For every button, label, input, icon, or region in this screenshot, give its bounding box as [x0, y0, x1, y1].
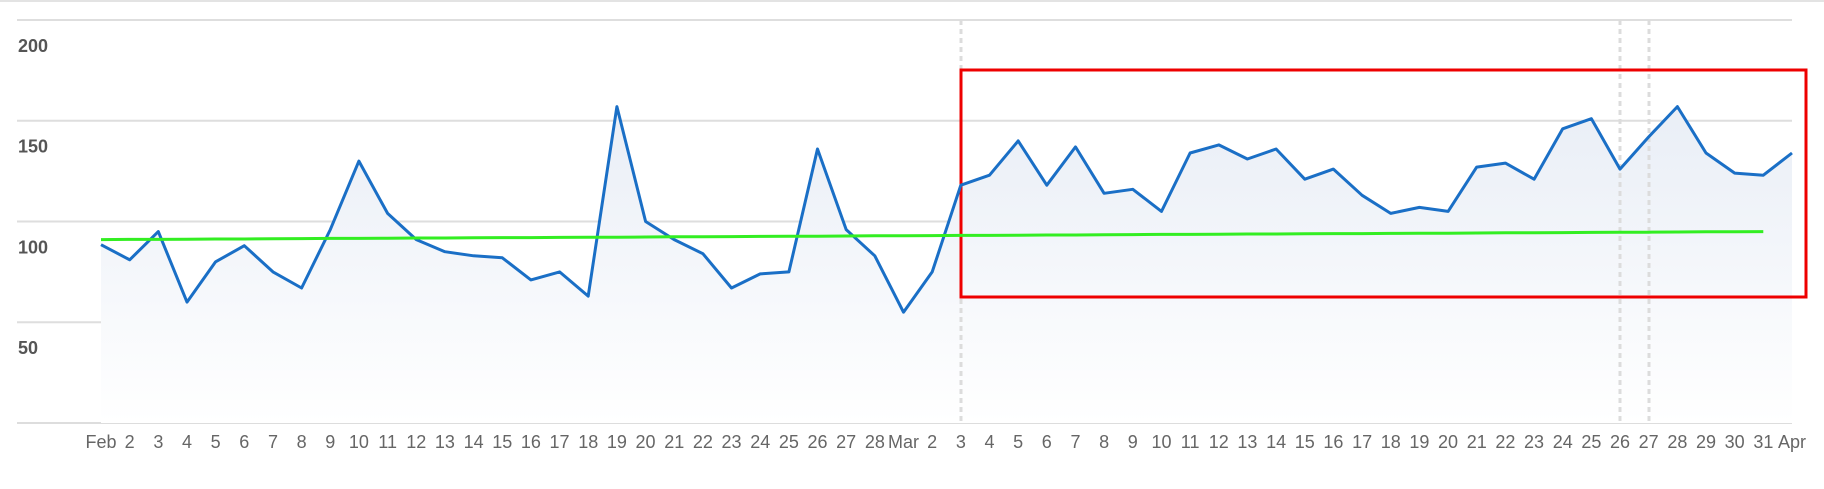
x-tick-label: 15: [492, 432, 512, 452]
x-tick-label: 14: [464, 432, 484, 452]
y-tick-label: 200: [18, 36, 48, 56]
area-fill: [101, 106, 1792, 423]
x-tick-label: 22: [693, 432, 713, 452]
x-tick-label: 22: [1495, 432, 1515, 452]
x-tick-label: 8: [1099, 432, 1109, 452]
x-tick-label: 7: [268, 432, 278, 452]
x-tick-label: 4: [984, 432, 994, 452]
x-tick-label: 25: [1581, 432, 1601, 452]
highlight-box: [959, 68, 1808, 299]
x-tick-label: 23: [722, 432, 742, 452]
x-tick-label: 21: [1467, 432, 1487, 452]
x-tick-label: Feb: [85, 432, 116, 452]
x-tick-label: 10: [1151, 432, 1171, 452]
x-tick-label: 19: [1409, 432, 1429, 452]
y-tick-label: 50: [18, 338, 38, 358]
x-tick-label: 26: [1610, 432, 1630, 452]
x-tick-label: 24: [750, 432, 770, 452]
x-tick-label: 16: [1323, 432, 1343, 452]
x-tick-label: 24: [1553, 432, 1573, 452]
x-tick-label: 30: [1725, 432, 1745, 452]
x-tick-label: 13: [435, 432, 455, 452]
x-tick-label: 25: [779, 432, 799, 452]
x-tick-label: 23: [1524, 432, 1544, 452]
data-line: [100, 105, 1793, 314]
x-tick-label: 20: [1438, 432, 1458, 452]
x-tick-label: 29: [1696, 432, 1716, 452]
x-tick-label: 3: [153, 432, 163, 452]
x-tick-label: 12: [406, 432, 426, 452]
x-tick-label: 15: [1295, 432, 1315, 452]
x-tick-label: 11: [378, 432, 397, 452]
x-tick-label: 20: [636, 432, 656, 452]
x-tick-label: 19: [607, 432, 627, 452]
x-tick-label: 27: [1639, 432, 1659, 452]
trend-line: [100, 230, 1764, 242]
x-tick-label: 17: [550, 432, 570, 452]
x-tick-label: 18: [1381, 432, 1401, 452]
x-tick-label: 26: [808, 432, 828, 452]
x-tick-label: 21: [664, 432, 684, 452]
x-tick-label: 28: [865, 432, 885, 452]
x-tick-label: Mar: [888, 432, 919, 452]
x-tick-label: 10: [349, 432, 369, 452]
y-tick-label: 150: [18, 137, 48, 157]
x-tick-label: 3: [956, 432, 966, 452]
x-tick-label: 2: [125, 432, 135, 452]
x-tick-label: 31: [1753, 432, 1773, 452]
x-tick-label: Apr: [1778, 432, 1806, 452]
x-tick-label: 5: [211, 432, 221, 452]
x-tick-label: 11: [1181, 432, 1200, 452]
x-tick-label: 2: [927, 432, 937, 452]
x-tick-label: 7: [1070, 432, 1080, 452]
x-tick-label: 16: [521, 432, 541, 452]
x-tick-label: 12: [1209, 432, 1229, 452]
y-tick-label: 100: [18, 237, 48, 257]
x-tick-label: 14: [1266, 432, 1286, 452]
x-tick-label: 9: [325, 432, 335, 452]
x-tick-label: 6: [1042, 432, 1052, 452]
x-tick-label: 13: [1237, 432, 1257, 452]
x-tick-label: 6: [239, 432, 249, 452]
x-tick-label: 27: [836, 432, 856, 452]
x-tick-label: 5: [1013, 432, 1023, 452]
x-tick-label: 28: [1667, 432, 1687, 452]
x-tick-label: 8: [297, 432, 307, 452]
x-tick-label: 4: [182, 432, 192, 452]
x-tick-label: 17: [1352, 432, 1372, 452]
x-tick-label: 9: [1128, 432, 1138, 452]
x-tick-label: 18: [578, 432, 598, 452]
